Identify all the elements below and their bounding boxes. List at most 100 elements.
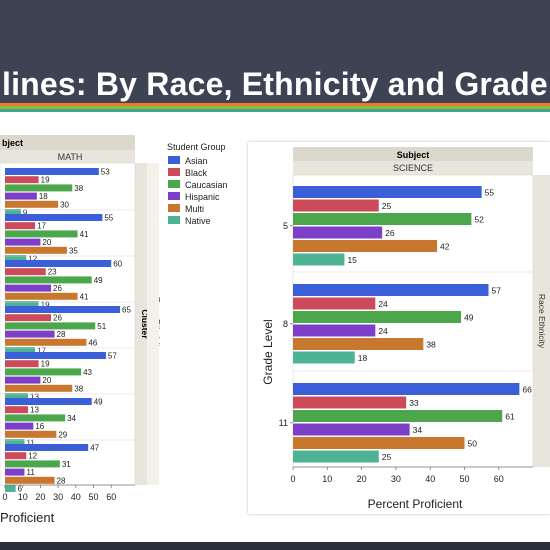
data-label: 65: [122, 306, 131, 315]
data-label: 20: [42, 376, 51, 385]
bar-black-5: [5, 360, 39, 368]
accent-stripe-orange: [0, 103, 550, 106]
data-label: 26: [53, 314, 62, 323]
bar-black-grade-5: [293, 199, 379, 212]
data-label: 49: [464, 313, 474, 323]
subject-header-bar: [0, 135, 135, 150]
data-label: 25: [382, 452, 392, 462]
data-label: 19: [41, 360, 50, 369]
bar-native-grade-8: [293, 351, 355, 364]
y-tick-label-grade: 5: [283, 221, 288, 231]
x-tick-label: 50: [459, 474, 469, 484]
legend-label-native: Native: [185, 216, 211, 226]
bar-multi-grade-11: [293, 437, 465, 449]
bar-hispanic-5: [5, 376, 41, 384]
math-plot-area: 53 19 38 18 30 9 55 17 41 20 35 12 60 23 49 26 41 19 65 26 5…: [0, 162, 136, 494]
legend-swatch-black: [168, 168, 180, 176]
bar-caucasian-5: [5, 368, 82, 376]
data-label: 33: [409, 398, 419, 408]
data-label: 35: [69, 246, 78, 255]
race-ethnicity-strip: [533, 175, 550, 467]
legend-label-black: Black: [185, 168, 208, 178]
data-label: 17: [37, 222, 46, 231]
data-label: 38: [74, 384, 83, 393]
data-label: 41: [80, 230, 89, 239]
bar-black-7: [5, 452, 27, 460]
data-label: 12: [28, 452, 37, 461]
bar-multi-3: [5, 292, 78, 300]
science-plot-area: 55 25 52 26 42 15 57 24 49 24 38 18 66 33 61 34 50 25: [292, 174, 534, 468]
cluster-title: Cluster: [140, 309, 150, 339]
bar-black-6: [5, 406, 29, 414]
bar-multi-4: [5, 338, 87, 346]
data-label: 49: [94, 398, 103, 407]
science-chart-panel: Subject SCIENCE Race Ethnicity Grade Lev…: [248, 142, 550, 514]
legend-title: Student Group: [167, 142, 226, 152]
data-label: 26: [53, 284, 62, 293]
bar-asian-2: [5, 214, 103, 221]
bar-multi-7: [5, 476, 55, 484]
data-label: 25: [382, 201, 392, 211]
x-tick-label: 0: [2, 492, 7, 502]
legend-swatch-asian: [168, 156, 180, 164]
x-tick-label: 10: [18, 492, 28, 502]
data-label: 66: [522, 385, 532, 395]
x-tick-label: 0: [290, 474, 295, 484]
bar-caucasian-6: [5, 414, 66, 422]
math-chart: bject MATH Cluster Race Ethnicity 531938…: [0, 135, 228, 524]
bar-native-5: [5, 393, 29, 400]
x-tick-label: 30: [53, 492, 63, 502]
legend-label-asian: Asian: [185, 156, 208, 166]
x-tick-label: 20: [35, 492, 45, 502]
bar-asian-6: [5, 398, 92, 405]
x-tick-label: 60: [106, 492, 116, 502]
data-label: 30: [60, 200, 69, 209]
bar-caucasian-2: [5, 230, 78, 238]
bar-hispanic-grade-8: [293, 324, 376, 337]
data-label: 55: [485, 188, 495, 198]
bar-asian-grade-11: [293, 383, 520, 395]
subject-header-bar: [293, 147, 533, 161]
data-label: 13: [30, 406, 39, 415]
data-label: 42: [440, 242, 450, 252]
data-label: 38: [74, 184, 83, 193]
bar-multi-2: [5, 246, 67, 254]
data-label: 12: [28, 255, 37, 264]
data-label: 49: [94, 276, 103, 285]
data-label: 23: [48, 268, 57, 277]
data-label: 50: [468, 439, 478, 449]
bar-native-4: [5, 347, 36, 354]
bar-black-1: [5, 176, 39, 184]
legend-swatch-native: [168, 216, 180, 224]
legend-swatch-multi: [168, 204, 180, 212]
data-label: 29: [58, 430, 67, 439]
bar-hispanic-1: [5, 192, 37, 200]
data-label: 13: [30, 393, 39, 402]
accent-stripe-green: [0, 106, 550, 109]
science-chart: Subject SCIENCE Race Ethnicity Grade Lev…: [261, 147, 550, 511]
bar-multi-1: [5, 200, 59, 208]
bar-black-grade-11: [293, 396, 407, 409]
bar-hispanic-grade-5: [293, 226, 383, 239]
legend-label-caucasian: Caucasian: [185, 180, 228, 190]
bar-black-4: [5, 314, 52, 322]
subject-value-bar: [0, 150, 135, 163]
bar-native-grade-11: [293, 450, 379, 463]
bar-asian-1: [5, 168, 99, 175]
data-label: 19: [41, 301, 50, 310]
bar-native-6: [5, 439, 25, 446]
bar-caucasian-grade-8: [293, 311, 462, 323]
data-label: 18: [358, 353, 368, 363]
bar-native-3: [5, 301, 39, 308]
data-label: 31: [62, 460, 71, 469]
bar-caucasian-4: [5, 322, 96, 330]
bar-black-2: [5, 222, 36, 230]
bar-caucasian-grade-5: [293, 213, 472, 225]
data-label: 41: [80, 292, 89, 301]
accent-stripe-teal: [0, 109, 550, 112]
data-label: 43: [83, 368, 92, 377]
data-label: 38: [426, 340, 436, 350]
bar-black-3: [5, 268, 46, 276]
data-label: 52: [474, 215, 484, 225]
